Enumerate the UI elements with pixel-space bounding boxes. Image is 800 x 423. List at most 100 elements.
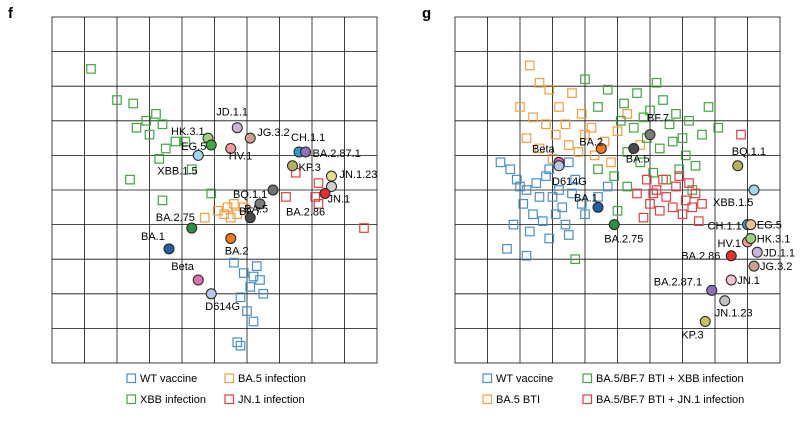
serum-point-jn1	[661, 192, 672, 202]
serum-point-jn1	[359, 223, 369, 233]
serum-point-wt	[232, 337, 243, 348]
serum-point-wt	[502, 243, 512, 254]
serum-point-wt	[547, 192, 558, 202]
serum-point-xbb	[580, 74, 590, 85]
serum-point-wt	[245, 282, 256, 292]
serum-point-xbb	[619, 98, 629, 109]
serum-point-jn1	[638, 212, 649, 223]
serum-point-xbb	[671, 109, 681, 119]
serum-point-bf5	[524, 60, 535, 71]
variant-points-f: JD.1.1 HK.3.1 JG.3.2 EG.5 HV.1 XBB.1.5 CH.1.1 B…	[141, 107, 377, 313]
serum-point-bf5	[544, 84, 555, 95]
legend-swatch-xbb	[582, 373, 593, 384]
legend-label-bf5: BA.5 BTI	[496, 394, 540, 406]
plot-grid-g	[454, 16, 781, 364]
variant-point-ba-2	[595, 142, 607, 154]
variant-label: JG.3.2	[760, 261, 792, 273]
variant-label: JN.1.23	[340, 169, 378, 181]
variant-label: BQ.1.1	[732, 146, 766, 158]
serum-point-xbb	[170, 136, 181, 147]
legend-swatch-bf5	[224, 373, 235, 384]
serum-point-wt	[563, 230, 574, 240]
variant-point-hv-1	[225, 142, 237, 154]
panel-label-f: f	[8, 5, 14, 22]
variant-point-kp-3	[287, 160, 298, 172]
serum-point-wt	[557, 202, 568, 213]
variant-point-ba-2-86	[319, 187, 331, 199]
serum-point-wt	[541, 171, 551, 182]
serum-point-wt	[238, 268, 249, 278]
serum-point-wt	[242, 306, 252, 316]
legend-label-jn1: JN.1 infection	[238, 394, 305, 406]
legend-g: WT vaccine BA.5/BF.7 BTI + XBB infection B…	[482, 373, 744, 406]
serum-point-wt	[528, 209, 538, 220]
serum-point-xbb	[622, 181, 633, 192]
panel-g: g BF.7 BA.2 BA.5 Beta D614G BQ.1.1 BA.1 XBB.1.5…	[422, 5, 795, 406]
serum-point-bf5	[563, 140, 574, 150]
serum-point-bf5	[573, 147, 584, 157]
variant-point-bf-7	[254, 198, 266, 210]
variant-label: KP.3	[299, 162, 321, 174]
serum-point-xbb	[593, 164, 603, 175]
serum-point-jn1	[313, 198, 324, 209]
serum-point-wt	[521, 185, 532, 195]
variant-label: KP.3	[681, 329, 703, 341]
legend-swatch-bf5	[482, 394, 493, 405]
serum-point-bf5	[528, 112, 538, 123]
legend-swatch-jn1	[582, 394, 593, 405]
variant-label: BA.2.75	[604, 234, 643, 246]
variant-label: HK.3.1	[757, 233, 791, 245]
serum-point-xbb	[151, 109, 161, 119]
legend-swatch-jn1	[224, 394, 235, 405]
serum-point-xbb	[593, 102, 603, 112]
serum-point-xbb	[687, 185, 698, 195]
variant-label: BA.5	[244, 204, 268, 216]
serum-point-wt	[567, 188, 577, 199]
variant-point-ba-5	[628, 142, 640, 154]
variant-points-g: BF.7 BA.2 BA.5 Beta D614G BQ.1.1 BA.1 XBB.1.5 BA…	[532, 113, 795, 342]
serum-point-wt	[258, 288, 269, 299]
serum-point-wt	[495, 157, 506, 168]
serum-point-jn1	[693, 216, 704, 226]
legend-swatch-xbb	[126, 394, 137, 405]
variant-label: BA.2.86	[286, 206, 325, 218]
serum-point-xbb	[684, 115, 694, 126]
variant-point-d614g	[205, 288, 217, 300]
serum-point-wt	[518, 198, 529, 209]
serum-point-wt	[593, 192, 603, 202]
serum-point-jn1	[697, 198, 707, 209]
serum-point-jn1	[677, 209, 688, 220]
serum-point-xbb	[131, 122, 142, 133]
variant-label: CH.1.1	[291, 132, 325, 144]
serum-point-xbb	[680, 150, 691, 161]
serum-point-xbb	[645, 105, 655, 116]
variant-label: D614G	[552, 176, 587, 188]
serum-point-bf5	[567, 88, 577, 98]
variant-point-kp-3	[699, 315, 711, 327]
variant-label: BF.7	[239, 206, 261, 218]
serum-point-xbb	[615, 115, 626, 126]
serum-point-bf5	[199, 212, 210, 223]
serum-point-xbb	[86, 64, 96, 74]
variant-point-ba-2-75	[186, 222, 198, 234]
serum-point-xbb	[141, 115, 152, 126]
serum-point-wt	[550, 209, 561, 220]
serum-point-jn1	[671, 181, 681, 192]
serum-point-wt	[251, 261, 262, 271]
serum-point-xbb	[664, 119, 675, 130]
serum-point-wt	[255, 275, 265, 285]
serum-point-xbb	[713, 122, 724, 133]
legend-label-bf5: BA.5 infection	[238, 373, 306, 385]
serum-point-wt	[534, 192, 545, 202]
serum-point-wt	[521, 250, 532, 261]
serum-point-xbb	[697, 129, 707, 140]
panel-f: f JD.1.1 HK.3.1 JG.3.2 EG.5 HV.1 XBB.1.5 CH.1.…	[8, 5, 377, 406]
serum-point-wt	[505, 164, 516, 175]
serum-point-jn1	[667, 202, 678, 213]
variant-label: HK.3.1	[171, 126, 205, 138]
serum-point-jn1	[658, 174, 668, 185]
serum-point-xbb	[206, 188, 217, 199]
serum-point-xbb	[677, 133, 688, 143]
variant-point-hk-3-1	[745, 232, 757, 244]
